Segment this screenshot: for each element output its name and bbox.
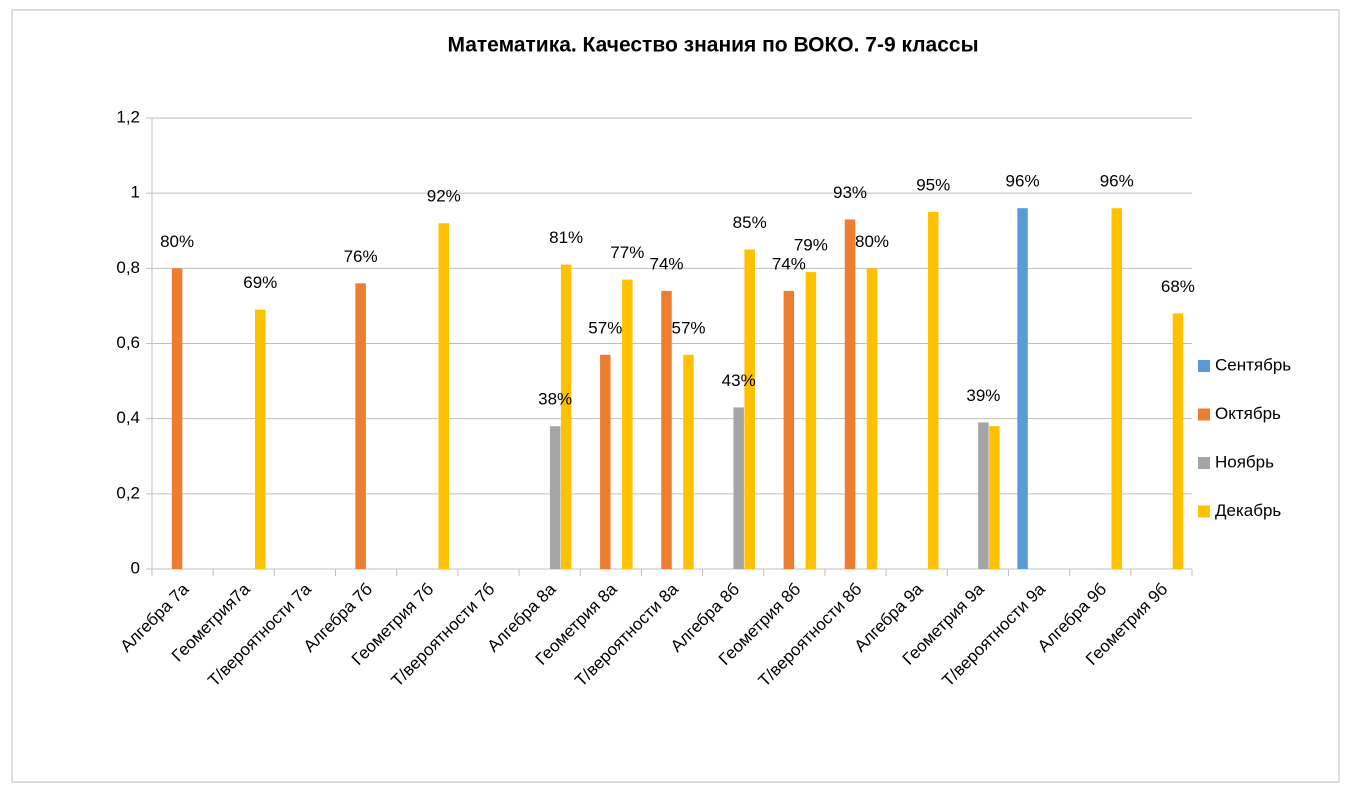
legend-label: Сентябрь <box>1215 355 1291 374</box>
data-label: 39% <box>966 386 1000 405</box>
bar <box>744 249 755 569</box>
bar <box>683 354 694 569</box>
y-tick-label: 0,2 <box>116 483 140 502</box>
data-label: 76% <box>344 247 378 266</box>
data-label: 57% <box>588 318 622 337</box>
bar <box>927 211 939 570</box>
bar <box>989 426 1000 569</box>
legend-label: Декабрь <box>1215 501 1281 520</box>
legend-label: Октябрь <box>1215 404 1281 423</box>
chart-border <box>11 9 1340 783</box>
legend-label: Ноябрь <box>1215 452 1274 471</box>
data-label: 93% <box>833 183 867 202</box>
data-label: 77% <box>610 243 644 262</box>
bar <box>171 268 183 569</box>
data-label: 79% <box>794 236 828 255</box>
data-label: 69% <box>243 273 277 292</box>
y-tick-label: 1,2 <box>116 107 140 126</box>
bar <box>1111 208 1122 569</box>
bar <box>783 290 795 569</box>
data-label: 57% <box>671 318 705 337</box>
bar <box>549 426 561 569</box>
legend-swatch <box>1198 408 1210 421</box>
y-tick-label: 0 <box>131 558 140 577</box>
data-label: 80% <box>160 232 194 251</box>
data-label: 95% <box>916 175 950 194</box>
data-label: 43% <box>722 371 756 390</box>
y-tick-label: 0,4 <box>116 408 140 427</box>
bar <box>844 219 856 569</box>
y-tick-label: 0,8 <box>116 258 140 277</box>
data-label: 74% <box>772 254 806 273</box>
bar <box>255 309 266 569</box>
legend-swatch <box>1198 505 1210 518</box>
bar <box>978 422 989 569</box>
bar <box>1017 208 1028 569</box>
y-tick-label: 0,6 <box>116 333 140 352</box>
bar <box>622 279 633 569</box>
y-tick-label: 1 <box>131 183 140 202</box>
data-label: 38% <box>538 390 572 409</box>
legend-swatch <box>1198 360 1210 372</box>
data-label: 80% <box>855 232 889 251</box>
bar <box>733 407 744 569</box>
data-label: 74% <box>649 254 683 273</box>
data-label: 96% <box>1006 172 1040 191</box>
bar <box>805 272 817 569</box>
bar <box>438 223 450 569</box>
bar <box>560 264 572 569</box>
bar <box>600 354 611 569</box>
data-label: 68% <box>1161 277 1195 296</box>
chart-title: Математика. Качество знания по ВОКО. 7-9… <box>447 34 978 57</box>
bar <box>661 290 672 569</box>
legend-swatch <box>1198 457 1210 469</box>
bar <box>355 283 366 569</box>
data-label: 92% <box>427 187 461 206</box>
data-label: 85% <box>733 213 767 232</box>
x-axis <box>151 568 1193 576</box>
data-label: 96% <box>1100 172 1134 191</box>
data-label: 81% <box>549 228 583 247</box>
bar <box>866 268 878 569</box>
bar <box>1172 313 1184 569</box>
